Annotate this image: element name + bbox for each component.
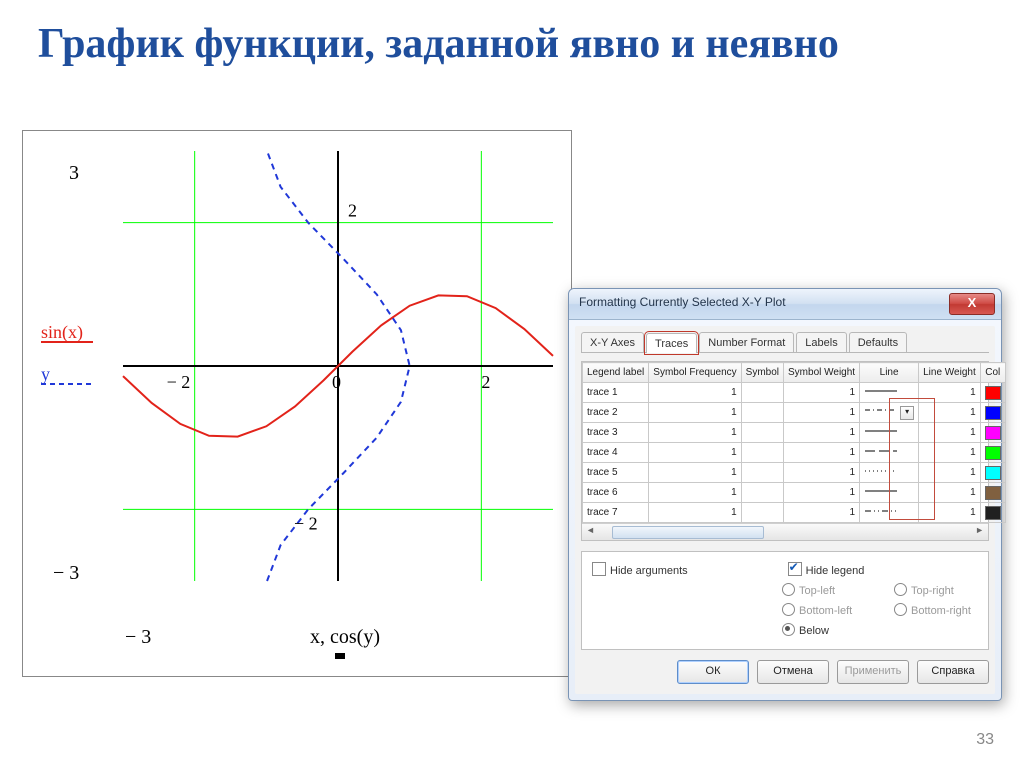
xy-plot[interactable]: − 2 0 2 2 − 2 3 − 3 − 3 sin(x) y x, cos(y) (22, 130, 572, 677)
column-header[interactable]: Symbol Weight (784, 363, 860, 383)
hide-legend-checkbox[interactable]: Hide legend (788, 562, 865, 577)
tab-defaults[interactable]: Defaults (849, 332, 907, 352)
page-title: График функции, заданной явно и неявно (38, 20, 839, 68)
tab-number-format[interactable]: Number Format (699, 332, 794, 352)
page-number: 33 (976, 731, 994, 749)
dialog-titlebar[interactable]: Formatting Currently Selected X-Y Plot X (569, 289, 1001, 320)
legend-pos-below[interactable]: Below (782, 623, 892, 637)
table-row[interactable]: trace 7111 (583, 503, 1006, 523)
tab-traces[interactable]: Traces (646, 333, 697, 353)
traces-table[interactable]: Legend labelSymbol FrequencySymbolSymbol… (581, 361, 989, 541)
column-header[interactable]: Symbol Frequency (649, 363, 741, 383)
svg-text:x, cos(y): x, cos(y) (310, 626, 380, 648)
legend-options: Hide arguments Hide legend Top-left Top-r… (581, 551, 989, 650)
format-plot-dialog: Formatting Currently Selected X-Y Plot X… (568, 288, 1002, 701)
dialog-button-row: ОК Отмена Применить Справка (581, 660, 989, 684)
dialog-body: X-Y AxesTracesNumber FormatLabelsDefault… (575, 326, 995, 694)
apply-button[interactable]: Применить (837, 660, 909, 684)
svg-text:y: y (41, 364, 50, 384)
svg-text:0: 0 (332, 372, 341, 392)
horizontal-scrollbar[interactable] (582, 523, 988, 540)
svg-text:− 2: − 2 (294, 513, 318, 533)
close-icon[interactable]: X (949, 293, 995, 315)
column-header[interactable]: Legend label (583, 363, 649, 383)
svg-text:3: 3 (69, 162, 79, 184)
table-row[interactable]: trace 6111 (583, 483, 1006, 503)
svg-text:− 3: − 3 (125, 626, 151, 648)
column-header[interactable]: Symbol (741, 363, 783, 383)
help-button[interactable]: Справка (917, 660, 989, 684)
cancel-button[interactable]: Отмена (757, 660, 829, 684)
svg-text:sin(x): sin(x) (41, 322, 83, 343)
hide-arguments-checkbox[interactable]: Hide arguments (592, 562, 688, 577)
scrollbar-thumb[interactable] (612, 526, 764, 539)
table-row[interactable]: trace 5111 (583, 463, 1006, 483)
tab-labels[interactable]: Labels (796, 332, 846, 352)
table-row[interactable]: trace 4111 (583, 443, 1006, 463)
table-row[interactable]: trace 1111 (583, 383, 1006, 403)
tab-x-y-axes[interactable]: X-Y Axes (581, 332, 644, 352)
legend-pos-top-right[interactable]: Top-right (894, 583, 978, 597)
legend-pos-top-left[interactable]: Top-left (782, 583, 866, 597)
ok-button[interactable]: ОК (677, 660, 749, 684)
legend-pos-bottom-right[interactable]: Bottom-right (894, 603, 978, 617)
table-row[interactable]: trace 3111 (583, 423, 1006, 443)
chart-canvas: − 2 0 2 2 − 2 3 − 3 − 3 sin(x) y x, cos(y) (23, 131, 571, 676)
svg-text:2: 2 (348, 201, 357, 221)
column-header[interactable]: Line Weight (919, 363, 981, 383)
table-row[interactable]: trace 211▾1 (583, 403, 1006, 423)
legend-pos-bottom-left[interactable]: Bottom-left (782, 603, 866, 617)
svg-text:− 3: − 3 (53, 562, 79, 584)
svg-text:− 2: − 2 (167, 372, 191, 392)
svg-text:2: 2 (481, 372, 490, 392)
tab-strip: X-Y AxesTracesNumber FormatLabelsDefault… (581, 332, 989, 353)
column-header[interactable]: Col (980, 363, 1005, 383)
column-header[interactable]: Line (860, 363, 919, 383)
dialog-title-text: Formatting Currently Selected X-Y Plot (579, 295, 786, 309)
